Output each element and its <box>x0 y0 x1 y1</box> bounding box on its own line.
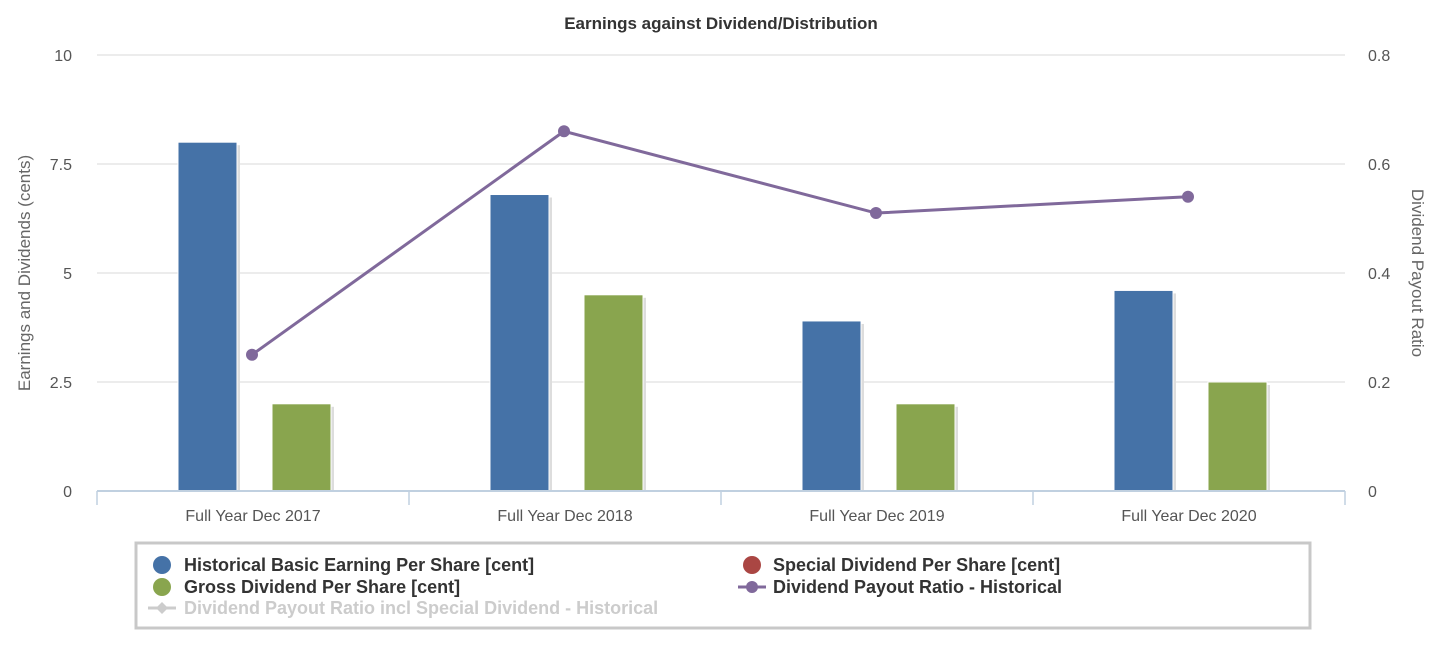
bar-gross-dividend <box>895 403 956 492</box>
legend-marker-gross-dividend <box>153 578 171 596</box>
legend-item-special-dividend[interactable]: Special Dividend Per Share [cent] <box>743 555 1060 575</box>
y-axis-right-label: Dividend Payout Ratio <box>1408 189 1427 357</box>
bar-eps <box>801 320 862 492</box>
y-right-tick-label: 0.2 <box>1368 375 1390 392</box>
bar-gross-dividend <box>1207 381 1268 492</box>
y-right-tick-label: 0 <box>1368 484 1377 501</box>
legend-item-payout-incl-special[interactable]: Dividend Payout Ratio incl Special Divid… <box>148 598 658 618</box>
legend-item-payout-ratio[interactable]: Dividend Payout Ratio - Historical <box>738 577 1062 597</box>
x-tick-label: Full Year Dec 2018 <box>497 508 632 525</box>
payout-ratio-point <box>558 125 570 138</box>
payout-ratio-point <box>246 348 258 361</box>
legend-item-eps[interactable]: Historical Basic Earning Per Share [cent… <box>153 555 534 575</box>
y-right-tick-label: 0.8 <box>1368 48 1390 65</box>
legend-marker-eps <box>153 556 171 574</box>
bar-eps <box>1113 289 1174 492</box>
legend: Historical Basic Earning Per Share [cent… <box>134 541 1312 630</box>
y-tick-label: 10 <box>54 48 72 65</box>
legend-label-special-dividend: Special Dividend Per Share [cent] <box>773 555 1060 575</box>
payout-ratio-point <box>1182 190 1194 203</box>
legend-label-payout-incl-special: Dividend Payout Ratio incl Special Divid… <box>184 598 658 618</box>
legend-label-gross-dividend: Gross Dividend Per Share [cent] <box>184 577 460 597</box>
payout-ratio-line <box>251 129 1189 356</box>
legend-marker-special-dividend <box>743 556 761 574</box>
legend-marker-payout-ratio <box>746 581 758 593</box>
legend-marker-diamond <box>156 602 168 614</box>
x-tick-label: Full Year Dec 2019 <box>809 508 944 525</box>
bar-eps <box>177 141 238 492</box>
bar-gross-dividend <box>583 294 644 492</box>
y-tick-label: 5 <box>63 266 72 283</box>
y-tick-label: 2.5 <box>50 375 72 392</box>
y-tick-label: 7.5 <box>50 157 72 174</box>
y-right-tick-label: 0.6 <box>1368 157 1390 174</box>
x-tick-label: Full Year Dec 2020 <box>1121 508 1256 525</box>
y-axis-label: Earnings and Dividends (cents) <box>15 155 34 391</box>
bar-gross-dividend <box>271 403 332 492</box>
chart-title: Earnings against Dividend/Distribution <box>564 14 878 33</box>
payout-ratio-point <box>870 207 882 220</box>
legend-label-payout-ratio: Dividend Payout Ratio - Historical <box>773 577 1062 597</box>
bar-eps <box>489 194 550 492</box>
y-right-tick-label: 0.4 <box>1368 266 1390 283</box>
legend-item-gross-dividend[interactable]: Gross Dividend Per Share [cent] <box>153 577 460 597</box>
y-tick-label: 0 <box>63 484 72 501</box>
x-tick-label: Full Year Dec 2017 <box>185 508 320 525</box>
legend-label-eps: Historical Basic Earning Per Share [cent… <box>184 555 534 575</box>
